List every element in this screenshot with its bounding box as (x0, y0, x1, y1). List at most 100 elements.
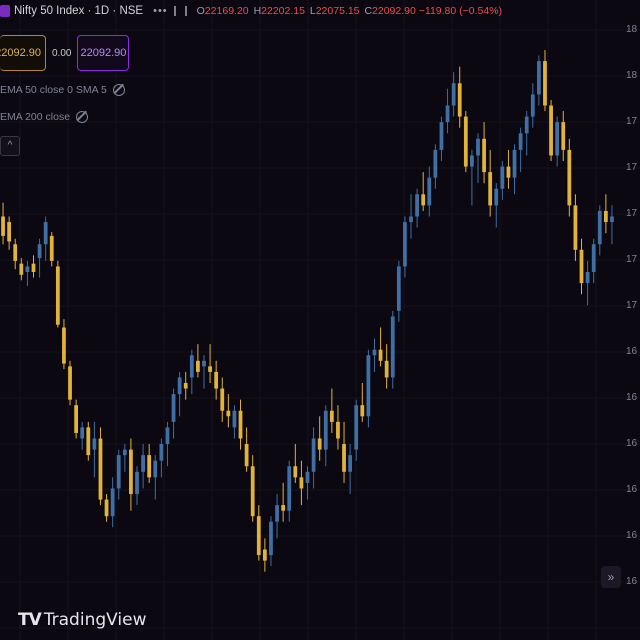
visibility-off-icon[interactable] (76, 111, 89, 123)
candle[interactable] (275, 494, 279, 539)
candle[interactable] (165, 421, 170, 467)
candle[interactable] (585, 260, 590, 306)
candle[interactable] (567, 138, 572, 217)
symbol-title[interactable]: Nifty 50 Index · 1D · NSE (14, 5, 144, 17)
candle[interactable] (80, 421, 85, 450)
candle[interactable] (591, 238, 596, 284)
candle[interactable] (135, 466, 139, 506)
more-options-icon[interactable]: ••• (153, 5, 168, 17)
candle[interactable] (86, 421, 91, 461)
candle[interactable] (336, 405, 340, 450)
candle[interactable] (482, 122, 486, 184)
candle[interactable] (536, 55, 541, 106)
buy-button[interactable]: 22092.90 (77, 35, 130, 71)
candle[interactable] (68, 360, 72, 406)
candle[interactable] (183, 371, 188, 400)
candle[interactable] (244, 427, 249, 472)
candle[interactable] (141, 444, 145, 489)
candle[interactable] (506, 149, 511, 189)
candle[interactable] (457, 66, 462, 128)
candle[interactable] (49, 232, 54, 267)
candle[interactable] (409, 194, 413, 239)
candle[interactable] (433, 144, 438, 189)
candle[interactable] (287, 460, 292, 522)
candle[interactable] (147, 444, 152, 483)
candle[interactable] (202, 355, 206, 389)
candle[interactable] (98, 427, 103, 506)
candle[interactable] (129, 438, 133, 511)
collapse-legend-button[interactable]: ^ (0, 136, 20, 156)
candle[interactable] (348, 444, 353, 494)
candle[interactable] (37, 238, 42, 278)
candle[interactable] (463, 111, 468, 173)
candle[interactable] (74, 399, 79, 439)
candle[interactable] (500, 161, 505, 200)
candle[interactable] (299, 460, 304, 506)
candle[interactable] (305, 466, 310, 500)
candle[interactable] (196, 344, 200, 378)
tradingview-logo[interactable]: TV TradingView (18, 610, 146, 630)
candle[interactable] (518, 127, 523, 173)
candle[interactable] (269, 516, 273, 567)
candle[interactable] (342, 421, 346, 483)
scroll-to-realtime-button[interactable]: » (601, 566, 621, 588)
candle[interactable] (256, 505, 261, 561)
candle[interactable] (549, 99, 553, 161)
candle[interactable] (470, 149, 474, 206)
candle[interactable] (390, 310, 395, 389)
candle[interactable] (62, 319, 66, 370)
candle[interactable] (317, 416, 322, 461)
candle[interactable] (610, 205, 614, 245)
candle[interactable] (159, 438, 164, 478)
candle[interactable] (171, 388, 176, 439)
candle[interactable] (372, 338, 377, 372)
candle[interactable] (530, 83, 535, 128)
indicator-ema50[interactable]: EMA 50 close 0 SMA 5 (0, 84, 125, 96)
candle[interactable] (384, 344, 389, 389)
candle[interactable] (122, 444, 127, 472)
candle[interactable] (378, 327, 383, 367)
candle[interactable] (189, 349, 194, 395)
candle[interactable] (177, 371, 182, 417)
candle[interactable] (476, 133, 480, 184)
candle[interactable] (226, 394, 231, 428)
candle[interactable] (427, 166, 432, 217)
candle[interactable] (116, 449, 121, 500)
candle[interactable] (561, 111, 566, 161)
candle[interactable] (232, 405, 237, 439)
candle[interactable] (19, 258, 24, 281)
candle[interactable] (573, 194, 578, 261)
candle[interactable] (220, 377, 225, 422)
candle[interactable] (110, 477, 115, 528)
candle[interactable] (524, 111, 529, 156)
candle[interactable] (250, 455, 255, 522)
candle[interactable] (281, 482, 286, 522)
candle[interactable] (43, 216, 48, 261)
candle[interactable] (311, 427, 316, 489)
candle[interactable] (439, 116, 444, 161)
candle[interactable] (92, 421, 97, 478)
candle[interactable] (25, 260, 30, 286)
candle[interactable] (488, 149, 493, 217)
candle[interactable] (445, 88, 450, 134)
candle[interactable] (421, 172, 426, 211)
candle[interactable] (512, 144, 517, 195)
candle[interactable] (323, 405, 328, 467)
candle[interactable] (329, 388, 334, 433)
candle[interactable] (13, 238, 18, 270)
candle[interactable] (262, 538, 267, 572)
candle[interactable] (579, 238, 584, 295)
candle[interactable] (555, 116, 560, 167)
candle[interactable] (396, 260, 401, 322)
candle[interactable] (1, 202, 5, 245)
candle[interactable] (238, 399, 243, 450)
candle[interactable] (354, 399, 359, 461)
candle[interactable] (366, 349, 371, 428)
candle[interactable] (104, 494, 109, 522)
candle[interactable] (55, 260, 60, 328)
candle[interactable] (293, 444, 298, 483)
candle[interactable] (153, 455, 158, 500)
symbol-icon[interactable] (0, 5, 10, 17)
